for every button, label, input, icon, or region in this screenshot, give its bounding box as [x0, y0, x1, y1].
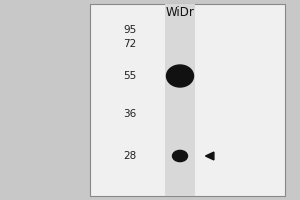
Bar: [90, 4, 285, 196]
Bar: [165, 4, 195, 196]
Ellipse shape: [172, 150, 188, 162]
Text: 36: 36: [123, 109, 136, 119]
Text: 95: 95: [123, 25, 136, 35]
Text: WiDr: WiDr: [166, 5, 194, 19]
Text: 72: 72: [123, 39, 136, 49]
Polygon shape: [206, 152, 214, 160]
Text: 28: 28: [123, 151, 136, 161]
Ellipse shape: [167, 65, 194, 87]
Text: 55: 55: [123, 71, 136, 81]
